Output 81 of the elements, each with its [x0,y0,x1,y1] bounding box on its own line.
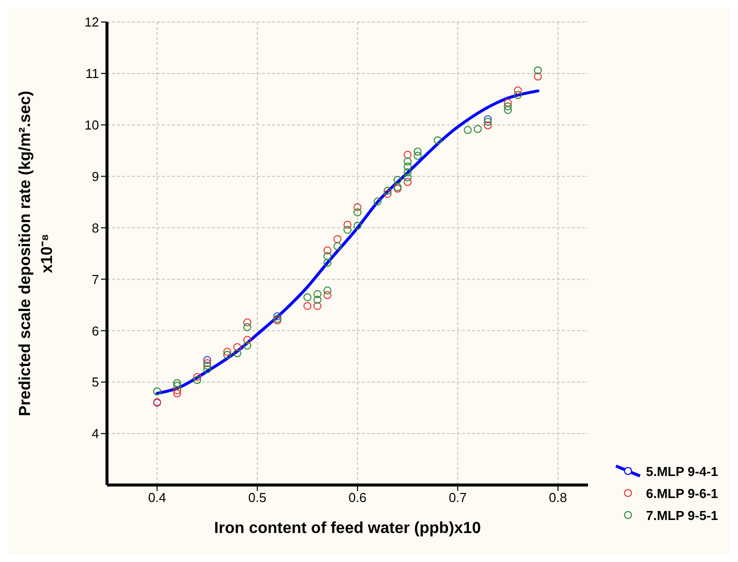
point [514,91,522,100]
point [153,387,162,396]
x-tick-label: 0.7 [448,490,467,506]
y-tick-label: 12 [84,14,99,30]
y-axis-title: Predicted scale deposition rate (kg/m².sec) x10⁻⁸ [17,90,56,416]
point [333,242,342,250]
point [243,342,252,350]
point [323,246,332,254]
y-tick-label: 5 [92,374,99,390]
y-tick-label: 10 [84,118,99,133]
point [404,157,412,166]
point [233,349,242,358]
point [313,290,322,298]
point [474,125,482,134]
point [173,386,182,394]
point [203,359,212,368]
point [323,291,332,300]
point [303,302,312,310]
point [514,86,522,94]
point [374,198,382,206]
point [404,150,412,159]
point [414,148,422,156]
y-tick-label: 4 [92,426,99,442]
point [173,389,182,398]
legend-label: 6.MLP 9-6-1 [646,486,718,500]
point [173,382,182,390]
point [193,376,202,384]
point [313,302,322,310]
point [484,121,492,130]
point [223,350,232,359]
point [333,235,342,244]
y-tick-label: 9 [92,168,99,184]
point [414,152,422,160]
point [384,190,392,198]
point [303,293,312,302]
point [203,365,212,374]
point [323,286,332,295]
point [504,106,512,114]
point [344,226,352,234]
y-tick-label: 6 [92,323,99,338]
y-tick-label: 7 [92,272,99,287]
x-tick-label: 0.6 [348,490,367,506]
point [404,173,412,182]
point [504,102,512,110]
point [323,252,332,260]
point [323,258,332,267]
point [344,220,352,229]
point [394,176,402,184]
point [354,203,362,212]
point [243,318,252,326]
y-tick-label: 11 [86,66,99,82]
point [404,178,412,186]
point [233,343,242,352]
point [354,222,362,230]
x-tick-label: 0.8 [548,490,567,506]
point [203,356,212,364]
point [534,72,542,81]
point [464,126,472,134]
point [484,115,492,124]
x-tick-label: 0.4 [148,490,166,506]
point [243,323,252,332]
point [404,168,412,176]
x-tick-label: 0.5 [248,490,266,506]
point [484,118,492,126]
point [354,208,362,216]
point [193,372,202,381]
legend-label: 5.MLP 9-4-1 [646,464,718,478]
point [404,162,412,171]
point [203,362,212,370]
y-tick-label: 8 [92,220,99,236]
point [534,66,542,74]
point [384,186,392,195]
point [273,312,282,320]
point [173,379,182,388]
legend-label: 7.MLP 9-5-1 [646,508,718,522]
point [313,296,322,304]
x-axis-title: Iron content of feed water (ppb)x10 [214,520,481,537]
point [434,136,442,144]
point [223,348,232,356]
point [243,336,252,344]
point [504,98,512,107]
